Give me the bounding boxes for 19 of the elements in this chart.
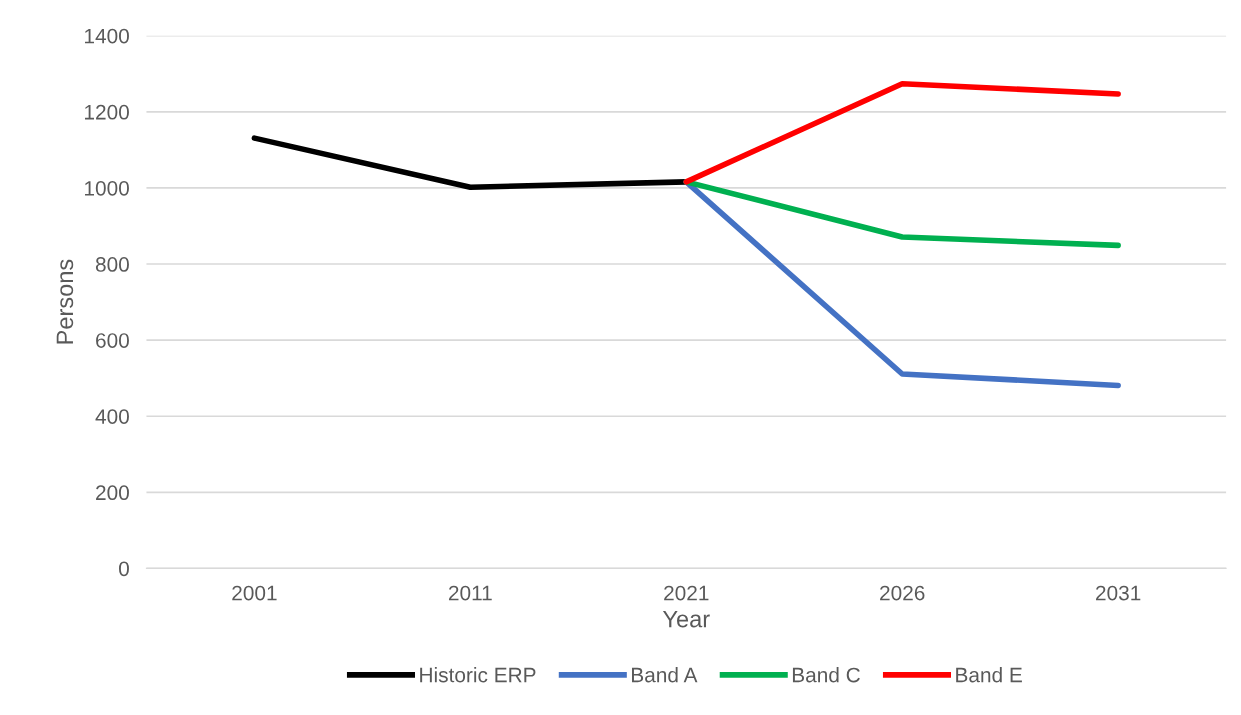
x-axis-title: Year [662, 610, 710, 628]
y-tick-label: 600 [96, 333, 129, 348]
legend-label: Historic ERP [420, 667, 536, 683]
legend-label: Band C [792, 667, 860, 683]
y-tick-label: 200 [96, 485, 129, 501]
x-tick-label: 2031 [1096, 585, 1141, 601]
y-tick-label: 1400 [85, 28, 129, 44]
y-tick-label: 800 [95, 257, 129, 272]
x-tick-label: 2026 [880, 585, 925, 601]
x-tick-label: 2011 [448, 585, 492, 601]
y-tick-label: 0 [119, 561, 129, 577]
y-tick-label: 1000 [85, 180, 129, 196]
legend-label: Band A [632, 667, 698, 683]
x-tick-label: 2021 [664, 585, 709, 601]
x-tick-label: 2001 [232, 585, 277, 601]
y-tick-label: 400 [95, 409, 129, 424]
legend-label: Band E [956, 667, 1022, 683]
y-axis-title: Persons [56, 259, 74, 344]
y-tick-label: 1200 [85, 104, 129, 120]
